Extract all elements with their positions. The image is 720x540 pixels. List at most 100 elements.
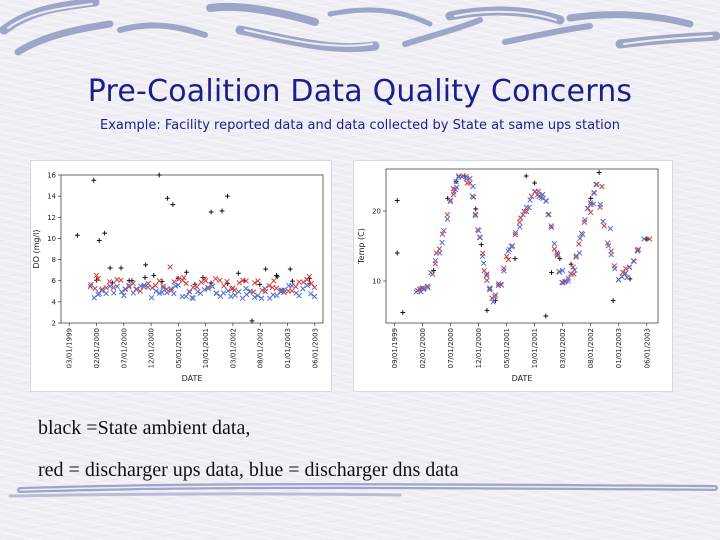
do-discharger-ups-point <box>269 284 276 291</box>
do-discharger-ups-point <box>221 283 227 289</box>
temp-discharger-dns-point <box>612 266 618 272</box>
do-discharger-dns-point <box>304 282 311 289</box>
temp-discharger-dns-point <box>453 184 460 190</box>
temp-discharger-dns-point <box>469 193 475 200</box>
do-discharger-dns-point <box>145 284 151 291</box>
temp-plot-frame <box>385 168 659 324</box>
temp-discharger-dns-point <box>555 251 561 258</box>
do-y-tick-label: 10 <box>47 235 56 243</box>
temp-discharger-dns-point <box>432 257 439 264</box>
do-state-ambient-point <box>219 208 225 214</box>
do-discharger-dns-point <box>183 293 189 300</box>
temp-x-tick-label: 06/01/2003 <box>643 328 651 368</box>
temp-state-ambient-point <box>644 236 650 242</box>
temp-discharger-dns-point <box>479 253 486 260</box>
do-state-ambient-point <box>143 262 149 268</box>
do-discharger-dns-point <box>243 285 249 292</box>
do-discharger-ups-point <box>306 273 313 280</box>
do-state-ambient-point <box>290 278 295 284</box>
do-discharger-dns-point <box>186 288 192 295</box>
do-state-ambient-point <box>287 266 293 272</box>
temp-discharger-dns-point <box>630 258 637 264</box>
temp-discharger-dns-point <box>560 279 566 286</box>
do-discharger-dns-point <box>171 290 177 297</box>
do-discharger-dns-point <box>228 293 234 300</box>
do-x-tick-label: 12/01/2000 <box>148 328 156 368</box>
do-discharger-dns-point <box>281 287 287 293</box>
do-discharger-dns-point <box>137 283 144 289</box>
do-discharger-ups-point <box>311 284 318 291</box>
temp-state-ambient-point <box>478 242 484 247</box>
temp-discharger-dns-point <box>439 239 445 246</box>
temp-discharger-ups-point <box>548 223 554 229</box>
do-discharger-ups-point <box>181 274 187 281</box>
temp-discharger-ups-point <box>593 181 599 188</box>
do-x-tick-label: 06/01/2003 <box>311 328 319 368</box>
slide-subtitle: Example: Facility reported data and data… <box>99 118 620 133</box>
do-y-tick-label: 12 <box>47 214 56 222</box>
do-discharger-ups-point <box>92 285 98 292</box>
do-discharger-dns-point <box>311 293 318 300</box>
slide-title: Pre-Coalition Data Quality Concerns <box>87 74 633 109</box>
temp-discharger-dns-point <box>579 231 586 238</box>
legend-caption-state: black =State ambient data, <box>38 417 251 439</box>
temp-discharger-dns-point <box>480 260 487 266</box>
temp-x-tick-label: 10/01/2001 <box>531 328 539 368</box>
do-state-ambient-point <box>107 265 113 271</box>
do-state-ambient-point <box>142 275 148 280</box>
temp-discharger-ups-point <box>484 271 490 277</box>
temp-discharger-dns-point <box>476 234 483 241</box>
do-y-tick-label: 16 <box>47 172 56 180</box>
do-discharger-dns-point <box>205 285 211 292</box>
do-discharger-dns-point <box>111 290 117 296</box>
temp-discharger-dns-point <box>634 248 641 254</box>
temp-discharger-ups-point <box>587 209 594 216</box>
do-discharger-ups-point <box>289 288 295 294</box>
temp-discharger-dns-point <box>607 225 614 232</box>
do-state-ambient-point <box>263 266 269 272</box>
temp-discharger-dns-point <box>419 285 426 291</box>
temp-x-axis-title: DATE <box>512 374 533 383</box>
temp-discharger-dns-point <box>483 272 490 279</box>
temp-discharger-ups-point <box>512 232 518 238</box>
temp-discharger-ups-point <box>444 212 451 218</box>
temp-discharger-dns-point <box>624 274 630 281</box>
do-discharger-dns-point <box>220 290 227 296</box>
temp-discharger-dns-point <box>459 174 465 180</box>
do-discharger-dns-point <box>141 282 147 288</box>
do-state-ambient-point <box>102 230 108 236</box>
temp-state-ambient-point <box>543 313 549 319</box>
do-state-ambient-point <box>151 273 157 278</box>
legend-caption-discharger: red = discharger ups data, blue = discha… <box>38 459 459 481</box>
do-discharger-ups-point <box>106 278 113 285</box>
temp-discharger-ups-point <box>484 277 490 284</box>
do-discharger-ups-point <box>130 280 136 287</box>
temp-discharger-ups-point <box>570 264 576 270</box>
do-x-tick-label: 05/01/2001 <box>175 328 183 368</box>
temp-discharger-dns-point <box>585 205 591 212</box>
do-discharger-ups-point <box>271 277 277 284</box>
do-discharger-ups-point <box>205 284 211 291</box>
do-discharger-ups-point <box>95 276 101 282</box>
temp-state-ambient-point <box>484 308 490 313</box>
bottom-decorative-swoosh <box>8 483 718 498</box>
temp-discharger-dns-point <box>453 178 459 185</box>
do-x-tick-label: 08/01/2002 <box>257 328 265 368</box>
do-discharger-ups-point <box>156 278 162 284</box>
do-discharger-dns-point <box>168 286 174 292</box>
do-y-tick-label: 4 <box>52 298 57 306</box>
do-discharger-dns-point <box>159 289 165 296</box>
do-discharger-ups-point <box>230 285 236 291</box>
do-discharger-ups-point <box>99 286 106 292</box>
temp-discharger-ups-point <box>517 215 524 221</box>
temp-discharger-ups-point <box>622 265 629 272</box>
temp-discharger-dns-point <box>444 216 451 222</box>
do-discharger-dns-point <box>273 292 280 299</box>
do-state-ambient-point <box>184 269 189 275</box>
do-discharger-dns-point <box>209 283 215 289</box>
temp-x-tick-label: 08/01/2002 <box>587 328 595 368</box>
temp-discharger-dns-point <box>491 294 498 300</box>
do-x-tick-label: 02/01/2000 <box>93 328 101 368</box>
temp-state-ambient-point <box>588 196 594 201</box>
do-state-ambient-point <box>274 273 280 278</box>
